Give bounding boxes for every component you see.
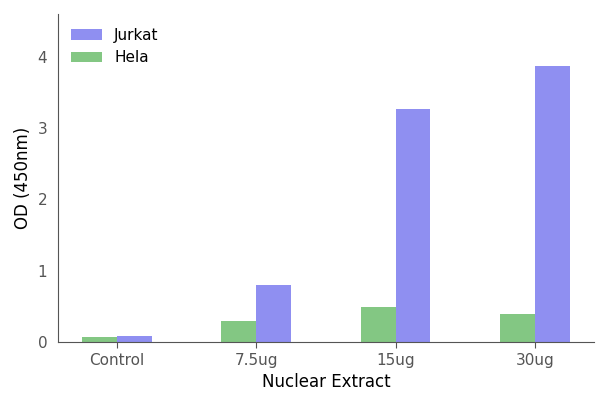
Bar (82, 337, 117, 342)
X-axis label: Nuclear Extract: Nuclear Extract (261, 373, 390, 391)
Bar (256, 285, 291, 342)
Bar (500, 313, 535, 342)
Bar (396, 109, 430, 342)
Legend: Jurkat, Hela: Jurkat, Hela (65, 21, 165, 71)
Bar (117, 337, 151, 342)
Bar (361, 307, 396, 342)
Bar (535, 66, 570, 342)
Y-axis label: OD (450nm): OD (450nm) (14, 127, 32, 229)
Bar (221, 321, 256, 342)
